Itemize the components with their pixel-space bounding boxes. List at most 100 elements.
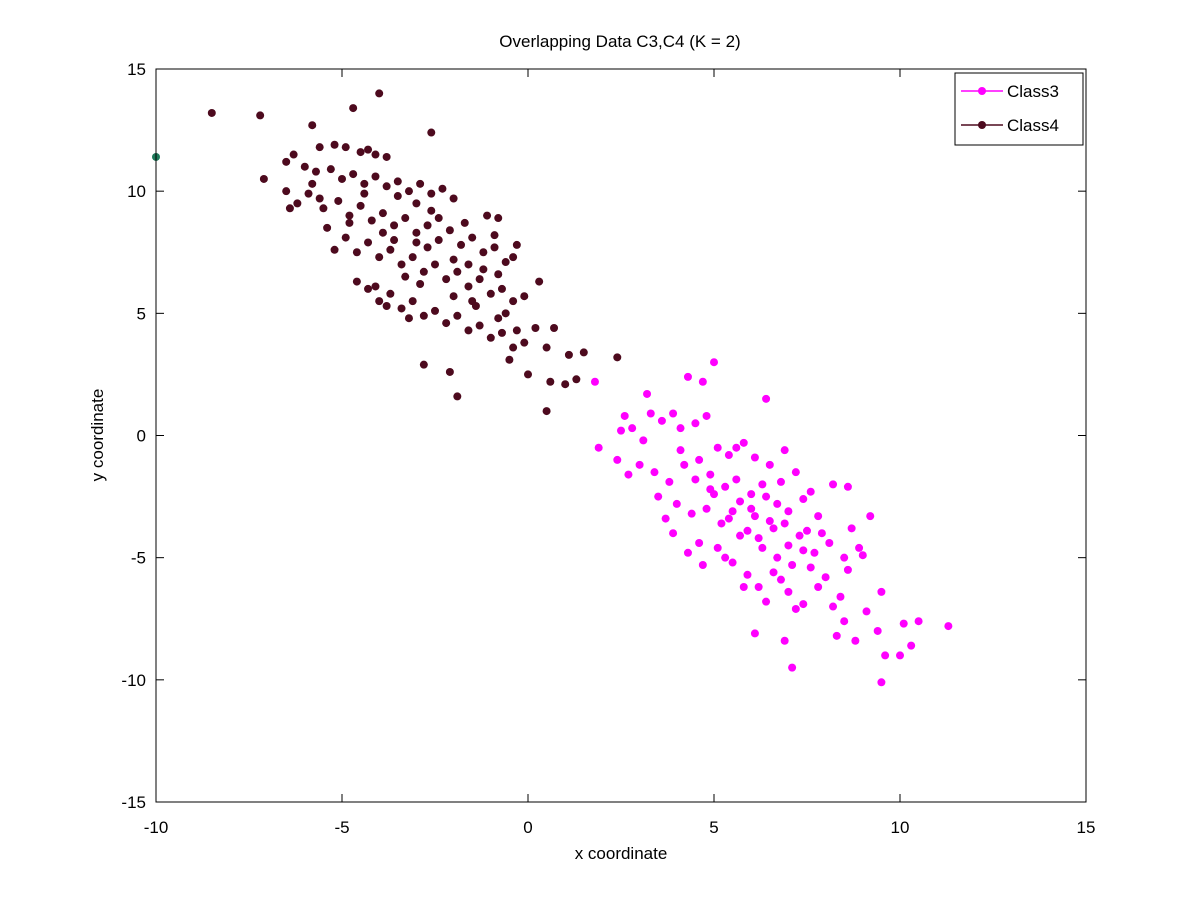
data-point [750, 629, 759, 638]
data-point [501, 258, 510, 267]
data-point [795, 531, 804, 540]
data-point [810, 548, 819, 557]
data-point [899, 619, 908, 628]
data-point [739, 582, 748, 591]
data-point [352, 248, 361, 257]
data-point [319, 204, 328, 213]
data-point [408, 297, 417, 306]
data-point [825, 539, 834, 548]
data-point [509, 297, 518, 306]
data-point [453, 311, 462, 320]
data-point [356, 148, 365, 157]
data-point [386, 245, 395, 254]
data-point [285, 204, 294, 213]
data-point [736, 531, 745, 540]
data-point [497, 284, 506, 293]
data-point [672, 499, 681, 508]
data-point [494, 314, 503, 323]
x-tick-label: 10 [891, 818, 910, 837]
data-point [371, 282, 380, 291]
y-tick-label: -10 [121, 671, 146, 690]
data-point [646, 409, 655, 418]
data-point [657, 416, 666, 425]
data-point [877, 678, 886, 687]
y-tick-label: -5 [131, 549, 146, 568]
data-point [364, 284, 373, 293]
data-point [661, 514, 670, 523]
data-point [817, 529, 826, 538]
data-point [739, 438, 748, 447]
data-point [806, 487, 815, 496]
x-tick-label: 0 [523, 818, 532, 837]
data-point [349, 170, 358, 179]
data-point [914, 617, 923, 626]
data-point [475, 275, 484, 284]
data-point [758, 480, 767, 489]
data-point [762, 394, 771, 403]
data-point [721, 482, 730, 491]
data-point [687, 509, 696, 518]
data-point [788, 663, 797, 672]
data-point [401, 214, 410, 223]
data-point [431, 260, 439, 269]
data-point [438, 184, 447, 193]
data-point [449, 255, 458, 264]
data-point [776, 477, 785, 486]
data-point [724, 451, 733, 460]
data-point [877, 587, 886, 596]
data-point [311, 167, 320, 176]
data-point [866, 512, 875, 521]
data-point [364, 238, 373, 247]
data-point [497, 328, 506, 337]
data-point [784, 587, 793, 596]
data-point [460, 218, 469, 227]
data-point [509, 253, 518, 262]
data-point [375, 89, 384, 98]
data-point [397, 304, 406, 313]
data-point [308, 179, 317, 188]
data-point [371, 150, 380, 159]
data-point [386, 289, 395, 298]
data-point [453, 267, 462, 276]
data-point [315, 194, 324, 203]
data-point [754, 582, 763, 591]
data-point [710, 358, 718, 367]
data-point [754, 534, 763, 543]
legend-box [954, 72, 1084, 146]
data-point [780, 636, 789, 645]
data-point [289, 150, 298, 159]
data-point [486, 289, 495, 298]
data-point [769, 568, 778, 577]
data-point [412, 238, 421, 247]
data-point [564, 350, 573, 359]
data-point [650, 468, 659, 477]
data-point [445, 226, 454, 235]
data-point [419, 311, 428, 320]
data-point [579, 348, 588, 357]
data-point [375, 253, 384, 262]
data-point [643, 389, 652, 398]
data-point [546, 377, 555, 386]
data-point [486, 333, 495, 342]
data-point [323, 223, 332, 232]
data-point [620, 411, 629, 420]
data-point [762, 597, 771, 606]
data-point [445, 367, 454, 376]
data-point [393, 192, 402, 201]
data-point [713, 443, 722, 452]
data-point [814, 582, 823, 591]
data-point [423, 243, 432, 252]
data-point [765, 517, 774, 526]
data-point [788, 560, 797, 569]
y-tick-label: 0 [137, 427, 146, 446]
data-point [427, 189, 436, 198]
data-point [613, 353, 622, 362]
x-axis-label: x coordinate [575, 844, 668, 863]
data-point [617, 426, 625, 435]
data-point [542, 407, 551, 416]
data-point [572, 375, 581, 384]
data-point [293, 199, 302, 208]
data-point [695, 455, 704, 464]
data-point [378, 209, 387, 218]
data-point [352, 277, 361, 286]
